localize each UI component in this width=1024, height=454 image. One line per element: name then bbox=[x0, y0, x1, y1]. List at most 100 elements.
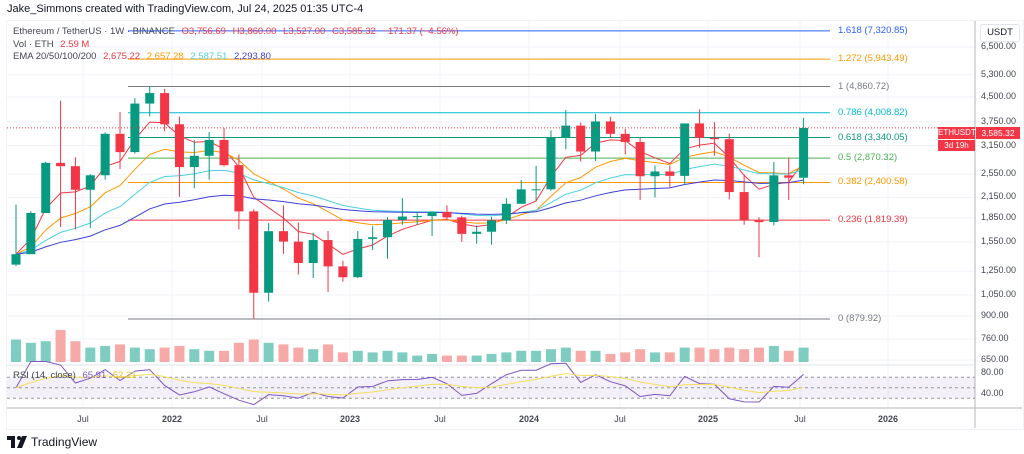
volume-bar bbox=[501, 352, 512, 362]
candle-body bbox=[338, 266, 348, 278]
price-tick: 1,250.00 bbox=[981, 265, 1017, 276]
candle-body bbox=[709, 137, 719, 140]
volume-bar bbox=[590, 350, 601, 362]
volume-bar bbox=[11, 339, 21, 362]
volume-bar bbox=[308, 349, 319, 362]
fib-label: 1.272 (5,943.49) bbox=[838, 53, 908, 65]
candle-body bbox=[293, 241, 303, 263]
volume-bar bbox=[516, 350, 527, 362]
rsi-tick: 80.00 bbox=[981, 367, 1004, 377]
ema50-value: 2,657.28 bbox=[146, 51, 184, 62]
rsi-ma-line bbox=[15, 373, 804, 396]
candle-body bbox=[620, 133, 630, 143]
time-tick: Jul bbox=[614, 414, 626, 424]
time-tick: Jul bbox=[256, 414, 268, 424]
volume-bar bbox=[352, 350, 363, 362]
volume-bar bbox=[293, 347, 304, 362]
symbol-title[interactable]: Ethereum / TetherUS · 1W · BINANCE bbox=[13, 26, 175, 37]
volume-bar bbox=[263, 342, 274, 362]
tradingview-logo-icon bbox=[7, 436, 27, 448]
volume-bar bbox=[204, 350, 215, 362]
candle-body bbox=[650, 171, 660, 177]
fib-label: 0 (879.92) bbox=[838, 312, 882, 324]
price-tick: 4,500.00 bbox=[981, 91, 1017, 101]
candle-body bbox=[145, 93, 155, 104]
fib-label: 0.382 (2,400.58) bbox=[838, 176, 908, 188]
candle-body bbox=[442, 211, 452, 218]
fib-label: 0.5 (2,870.32) bbox=[838, 152, 898, 164]
volume-bar bbox=[115, 344, 126, 362]
volume-bar bbox=[664, 352, 675, 362]
time-tick: Jul bbox=[434, 414, 446, 424]
candle-body bbox=[784, 175, 794, 178]
price-tick: 3,150.00 bbox=[981, 139, 1017, 150]
ohlc-low: L3,527.00 bbox=[283, 26, 326, 37]
candle-body bbox=[56, 162, 66, 167]
candle-body bbox=[769, 175, 779, 223]
candle-body bbox=[546, 137, 556, 190]
volume-bar bbox=[575, 350, 586, 362]
volume-label[interactable]: Vol · ETH bbox=[13, 39, 54, 50]
candle-body bbox=[427, 211, 437, 217]
volume-bar bbox=[70, 341, 81, 362]
currency-button[interactable]: USDT bbox=[980, 24, 1020, 42]
volume-bar bbox=[412, 355, 423, 362]
candle-body bbox=[739, 192, 749, 220]
candle-body bbox=[160, 93, 170, 125]
volume-bar bbox=[100, 346, 111, 362]
candle-body bbox=[799, 127, 809, 178]
candle-body bbox=[724, 139, 734, 193]
price-tick: 650.00 bbox=[981, 354, 1009, 365]
candle-body bbox=[115, 133, 125, 153]
volume-bar bbox=[620, 352, 631, 362]
symbol-price-tag: ETHUSDT bbox=[938, 127, 976, 139]
volume-value: 2.59 M bbox=[60, 39, 90, 50]
volume-bar bbox=[85, 347, 96, 362]
candle-body bbox=[41, 162, 51, 213]
candle-body bbox=[516, 189, 526, 204]
ema100-value: 2,587.51 bbox=[190, 51, 228, 62]
candle-body bbox=[695, 123, 705, 138]
candle-body bbox=[397, 216, 407, 220]
volume-bar bbox=[129, 347, 140, 362]
volume-bar bbox=[174, 346, 185, 362]
rsi-label[interactable]: RSI (14, close) bbox=[13, 370, 76, 381]
ema-line-100 bbox=[15, 163, 804, 255]
volume-bar bbox=[55, 330, 66, 362]
fib-label: 1.618 (7,320.85) bbox=[838, 24, 908, 36]
volume-bar bbox=[248, 339, 259, 362]
symbol-legend: Ethereum / TetherUS · 1W · BINANCE O3,75… bbox=[13, 26, 463, 37]
tradingview-logo[interactable]: TradingView bbox=[7, 435, 97, 449]
brand-name: TradingView bbox=[31, 435, 98, 449]
volume-bar bbox=[754, 347, 764, 362]
ema-label[interactable]: EMA 20/50/100/200 bbox=[13, 51, 97, 62]
volume-bar bbox=[441, 355, 452, 362]
volume-bar bbox=[367, 352, 378, 362]
volume-bar bbox=[709, 349, 720, 362]
time-tick: 2024 bbox=[518, 414, 540, 424]
time-tick: 2022 bbox=[161, 414, 183, 424]
volume-bar bbox=[456, 355, 467, 362]
volume-bar bbox=[694, 347, 705, 362]
candle-body bbox=[501, 203, 511, 221]
candle-body bbox=[130, 103, 140, 153]
ohlc-open: O3,756.69 bbox=[181, 26, 226, 37]
candle-body bbox=[204, 139, 214, 156]
time-tick: Jul bbox=[794, 414, 806, 424]
fib-label: 0.236 (1,819.39) bbox=[838, 214, 908, 226]
ema200-value: 2,293.80 bbox=[233, 51, 271, 62]
candle-body bbox=[576, 125, 586, 152]
price-tick: 900.00 bbox=[981, 309, 1009, 320]
rsi-ma-value: 52.21 bbox=[112, 370, 137, 381]
price-tick: 760.00 bbox=[981, 332, 1009, 343]
candle-body bbox=[70, 166, 80, 190]
candle-body bbox=[487, 220, 497, 232]
candle-body bbox=[353, 238, 363, 278]
candle-body bbox=[754, 219, 764, 223]
candle-body bbox=[531, 189, 541, 191]
ohlc-change: −171.37 (−4.56%) bbox=[382, 26, 459, 37]
price-tick: 1,550.00 bbox=[981, 235, 1017, 246]
rsi-legend: RSI (14, close) 65.91 52.21 bbox=[13, 370, 141, 381]
volume-bar bbox=[278, 344, 289, 362]
